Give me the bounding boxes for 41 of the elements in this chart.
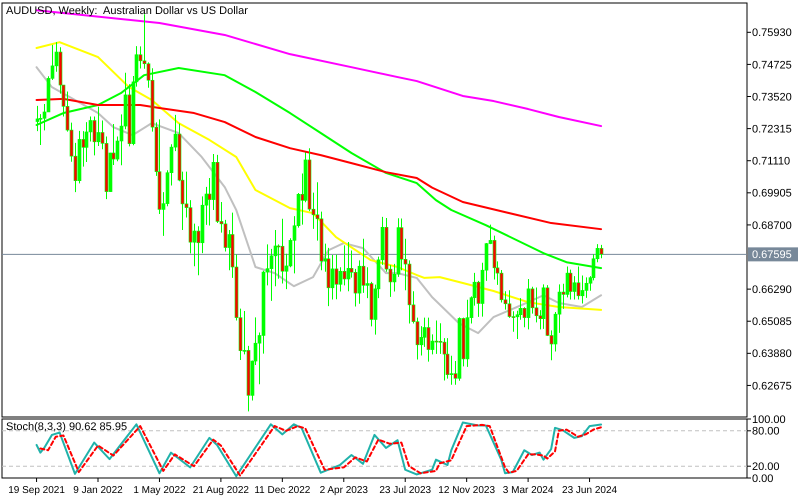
y-tick-label: 0.69905 (752, 188, 792, 200)
candlestick (342, 244, 346, 286)
y-tick-label: 0.66290 (752, 284, 792, 296)
candlestick (434, 320, 438, 354)
y-tick-label: 0.73520 (752, 91, 792, 104)
candlestick (96, 106, 100, 147)
x-tick-label: 2 Apr 2023 (320, 485, 368, 496)
x-tick-label: 12 Nov 2023 (438, 485, 496, 496)
y-tick-label: 0.62675 (752, 380, 792, 392)
y-tick-label: 0.71110 (752, 156, 790, 168)
x-tick-label: 19 Sep 2021 (8, 485, 66, 496)
y-tick-label: 0.68700 (752, 220, 792, 232)
candlestick (568, 269, 572, 300)
candlestick (572, 276, 576, 300)
y-tick-label: 0.63880 (752, 348, 792, 360)
line-series (36, 66, 602, 334)
candlestick (580, 275, 584, 304)
x-tick-label: 23 Jun 2024 (562, 485, 618, 496)
x-tick-label: 1 May 2022 (133, 485, 186, 496)
chart-title: Stoch(8,3,3) 90.62 85.95 (6, 421, 128, 433)
x-tick-label: 23 Jul 2023 (379, 485, 432, 496)
y-tick-label: 20.00 (752, 461, 780, 474)
candlestick (600, 244, 604, 259)
x-tick-label: 21 Aug 2022 (192, 485, 250, 496)
y-tick-label: 0.74725 (752, 59, 792, 72)
candlestick (334, 254, 338, 300)
ref-line-label: 0.67595 (752, 249, 792, 262)
y-tick-label: 100.00 (752, 414, 786, 426)
y-tick-label: 80.00 (752, 426, 780, 438)
candlestick (426, 317, 430, 362)
x-tick-label: 11 Dec 2022 (254, 485, 311, 496)
candlestick (330, 254, 334, 300)
y-tick-label: 0.72315 (752, 123, 792, 136)
y-tick-label: 0.75930 (752, 27, 792, 40)
x-tick-label: 3 Mar 2024 (502, 485, 554, 496)
x-tick-label: 9 Jan 2022 (73, 485, 124, 496)
y-tick-label: 0.00 (752, 472, 774, 485)
y-tick-label: 0.65085 (752, 316, 792, 328)
candlestick (450, 355, 454, 386)
chart-title: AUDUSD, Weekly: Australian Dollar vs US Dollar (6, 5, 248, 17)
candlestick (346, 241, 350, 292)
